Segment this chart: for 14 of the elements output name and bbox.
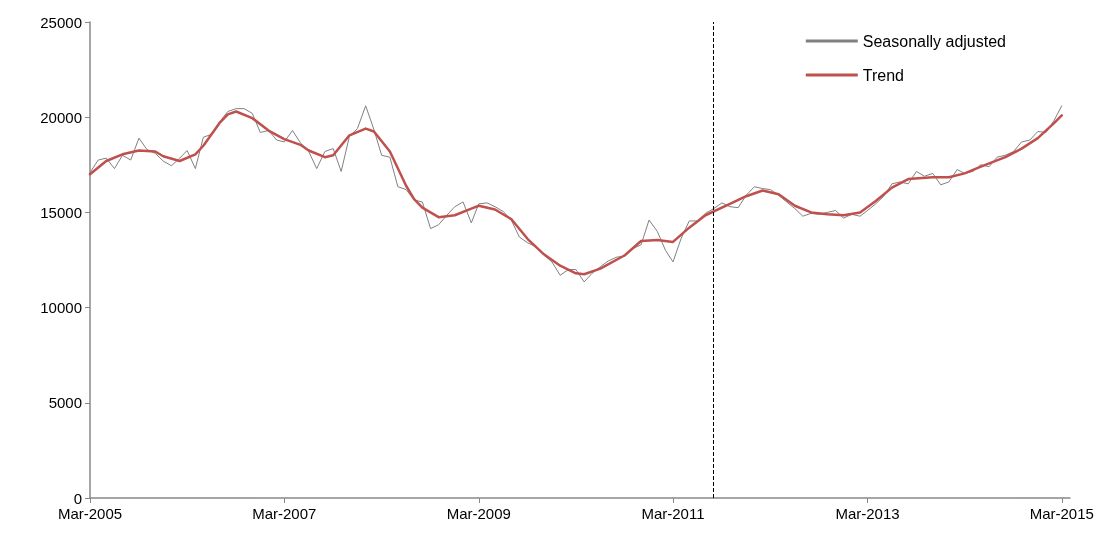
y-tick-label: 20000 <box>40 108 82 126</box>
y-tick-label: 5000 <box>48 394 82 412</box>
legend-label: Trend <box>862 66 904 84</box>
x-tick-label: Mar-2007 <box>252 505 317 522</box>
x-tick-label: Mar-2015 <box>1029 505 1094 522</box>
x-tick-label: Mar-2009 <box>446 505 511 522</box>
y-tick-label: 15000 <box>40 203 82 221</box>
legend-label: Seasonally adjusted <box>862 32 1007 50</box>
y-tick-label: 25000 <box>40 13 82 31</box>
y-tick-label: 0 <box>73 489 82 507</box>
x-tick-label: Mar-2011 <box>641 505 705 522</box>
y-tick-label: 10000 <box>40 299 82 317</box>
x-tick-label: Mar-2005 <box>57 505 123 522</box>
x-tick-label: Mar-2013 <box>835 505 900 522</box>
